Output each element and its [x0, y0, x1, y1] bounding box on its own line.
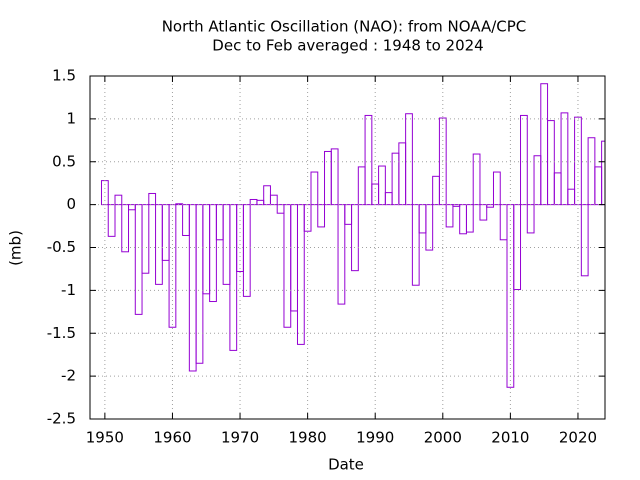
bar [148, 192, 157, 206]
bar [499, 204, 508, 241]
y-tick-label: 1.5 [52, 67, 76, 85]
bar [155, 204, 163, 285]
bar [526, 204, 535, 234]
bar [364, 114, 373, 206]
bar [459, 204, 467, 235]
bar [337, 204, 346, 305]
bar [344, 204, 353, 225]
bar [161, 204, 170, 261]
bar [256, 199, 265, 206]
bar [465, 204, 474, 233]
bar [188, 204, 197, 372]
bar [202, 204, 211, 295]
x-tick-label: 2010 [491, 429, 529, 447]
x-tick-label: 1970 [221, 429, 259, 447]
bar [560, 112, 569, 206]
bar [567, 188, 576, 206]
y-tick-label: -2.5 [47, 410, 76, 428]
bar [479, 204, 488, 221]
bar [405, 113, 413, 206]
chart-subtitle: Dec to Feb averaged : 1948 to 2024 [212, 37, 483, 55]
bar [330, 148, 339, 206]
bar [580, 204, 589, 277]
bar [242, 204, 251, 297]
bar [222, 204, 231, 285]
bar [310, 171, 319, 206]
bar [236, 204, 244, 273]
bar [398, 142, 407, 206]
bar [195, 204, 204, 364]
bar [351, 204, 359, 272]
y-axis-label: (mb) [7, 230, 25, 266]
y-tick-label: 0 [66, 195, 76, 213]
bar [263, 185, 271, 206]
bar [472, 153, 481, 206]
bar [283, 204, 292, 328]
chart-title: North Atlantic Oscillation (NAO): from N… [162, 18, 527, 36]
x-tick-label: 1950 [86, 429, 124, 447]
x-tick-label: 2000 [424, 429, 462, 447]
bar [134, 204, 143, 315]
x-tick-label: 1980 [289, 429, 327, 447]
bar [141, 204, 150, 274]
bar [128, 204, 136, 211]
y-tick-label: -1.5 [47, 324, 76, 342]
plot-area [100, 83, 605, 388]
y-tick-label: 1 [66, 109, 76, 127]
bar [425, 204, 434, 251]
x-tick-label: 1990 [356, 429, 394, 447]
bar [209, 204, 217, 303]
bar [492, 171, 501, 206]
bar [175, 203, 184, 206]
bar [296, 204, 305, 345]
bar [540, 83, 549, 206]
x-tick-label: 2020 [559, 429, 597, 447]
bar [215, 204, 224, 241]
y-tick-label: 0.5 [52, 152, 76, 170]
bar [269, 194, 278, 206]
bar [533, 155, 542, 206]
bar [182, 204, 190, 236]
plot-border [89, 75, 606, 420]
y-tick-label: -0.5 [47, 238, 76, 256]
bar [324, 150, 332, 206]
bar [290, 204, 298, 312]
bar [249, 198, 258, 206]
bar [432, 175, 440, 206]
bar [513, 204, 522, 291]
bar [411, 204, 420, 286]
bar [418, 204, 427, 234]
bar [384, 192, 393, 206]
bar [391, 152, 400, 206]
bar [587, 137, 596, 206]
y-tick-label: -1 [61, 281, 76, 299]
x-axis-label: Date [328, 456, 364, 474]
bar [276, 204, 285, 214]
bar [520, 114, 528, 206]
bar [357, 166, 366, 206]
bar [317, 204, 326, 228]
bar [547, 120, 555, 206]
bar [445, 204, 454, 228]
bar [553, 172, 562, 206]
x-tick-label: 1960 [153, 429, 191, 447]
bar [378, 165, 386, 206]
bar [114, 194, 123, 206]
bar [121, 204, 130, 253]
bar [229, 204, 238, 351]
y-tick-label: -2 [61, 367, 76, 385]
bar [107, 204, 116, 237]
bar [371, 183, 380, 206]
bar [594, 166, 603, 206]
